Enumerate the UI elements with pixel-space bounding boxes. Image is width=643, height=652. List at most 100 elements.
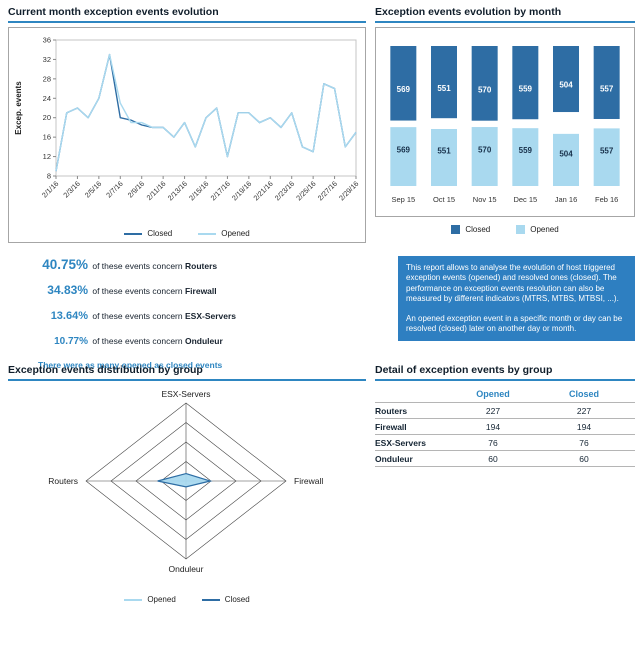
bar-chart-svg: 569 569 Sep 15 551 551 Oct 15 570 570 Nov 15 559 5… xyxy=(390,46,620,204)
legend-item-closed: Closed xyxy=(201,595,250,604)
opened-value: 227 xyxy=(485,405,501,416)
stat-group: Routers xyxy=(184,261,218,271)
category-label: Oct 15 xyxy=(433,195,455,204)
closed-bar xyxy=(471,46,498,121)
stat-percent: 40.75% xyxy=(42,257,88,272)
radar-category-label: Firewall xyxy=(294,476,323,486)
x-tick-label: 2/1/16 xyxy=(40,179,60,199)
stat-group: ESX-Servers xyxy=(184,311,237,321)
legend-item-closed: Closed xyxy=(451,225,490,234)
opened-bar xyxy=(471,127,498,186)
opened-square-swatch-icon xyxy=(516,225,526,234)
closed-bar-value: 557 xyxy=(600,84,614,93)
line-chart-box: 8 12 16 20 24 28 32 36 2/1/16 2/3/16 2/5/16 2/7/16 2… xyxy=(8,27,366,243)
y-tick-label: 36 xyxy=(43,36,51,45)
opened-bar xyxy=(431,129,457,186)
x-tick-label: 2/5/16 xyxy=(83,179,103,199)
table-header-row: Opened Closed xyxy=(375,387,635,402)
stat-text: of these events concern xyxy=(90,261,185,271)
closed-bar xyxy=(512,46,539,120)
legend-item-opened: Opened xyxy=(124,595,176,604)
radar-legend: Opened Closed xyxy=(8,595,366,604)
closed-line-swatch-icon xyxy=(124,232,143,235)
stat-percent: 10.77% xyxy=(54,336,88,347)
closed-bar-value: 551 xyxy=(437,84,451,93)
closed-bar xyxy=(553,46,579,113)
category-label: Nov 15 xyxy=(473,195,497,204)
y-tick-label: 12 xyxy=(43,152,51,161)
stat-percent: 13.64% xyxy=(50,310,88,322)
stat-text: of these events concern xyxy=(90,286,185,296)
closed-bar xyxy=(431,46,457,119)
y-tick-label: 32 xyxy=(43,55,51,64)
legend-label-opened: Opened xyxy=(147,595,176,604)
panel-distribution-by-group: Exception events distribution by group E… xyxy=(8,364,366,604)
stat-group: Onduleur xyxy=(184,336,223,346)
stat-text: of these events concern xyxy=(90,311,185,321)
opened-bar-value: 559 xyxy=(519,146,533,155)
closed-square-swatch-icon xyxy=(451,225,461,234)
x-tick-label: 2/9/16 xyxy=(126,179,146,199)
opened-bar-value: 569 xyxy=(397,146,411,155)
y-axis-label: Excep. events xyxy=(14,81,23,135)
radar-category-label: Routers xyxy=(48,476,78,486)
panel-title-radar: Exception events distribution by group xyxy=(8,364,366,381)
table-row-onduleur: Onduleur 60 60 xyxy=(375,450,635,467)
legend-label-opened: Opened xyxy=(530,225,559,234)
closed-bar-value: 570 xyxy=(478,85,492,94)
info-paragraph-1: This report allows to analyse the evolut… xyxy=(406,263,619,304)
closed-line-swatch-icon xyxy=(201,598,220,601)
x-tick-label: 2/21/16 xyxy=(251,179,274,202)
row-label: ESX-Servers xyxy=(375,437,427,448)
x-tick-label: 2/23/16 xyxy=(273,179,296,202)
legend-label-closed: Closed xyxy=(465,225,491,234)
table-row-routers: Routers 227 227 xyxy=(375,402,635,418)
radar-category-label: ESX-Servers xyxy=(161,389,210,399)
category-label: Feb 16 xyxy=(595,195,618,204)
opened-bar xyxy=(553,133,579,186)
opened-value: 60 xyxy=(488,453,498,464)
stat-onduleur: 10.77% of these events concern Onduleur xyxy=(30,331,365,349)
opened-line-swatch-icon xyxy=(124,598,143,601)
x-tick-label: 2/25/16 xyxy=(294,179,317,202)
radar-chart-svg: ESX-Servers Firewall Onduleur Routers xyxy=(48,389,323,574)
radar-series-closed xyxy=(157,472,213,488)
legend-item-opened: Opened xyxy=(516,225,559,234)
closed-bar xyxy=(390,46,417,121)
opened-bar xyxy=(390,127,417,186)
plot-border xyxy=(55,39,357,177)
opened-value: 194 xyxy=(485,421,501,432)
closed-value: 76 xyxy=(579,437,589,448)
x-tick-label: 2/3/16 xyxy=(61,179,81,199)
stats-block: 40.75% of these events concern Routers 3… xyxy=(30,256,365,370)
closed-value: 60 xyxy=(579,453,589,464)
stat-firewall: 34.83% of these events concern Firewall xyxy=(30,281,365,299)
opened-bar-value: 557 xyxy=(600,146,614,155)
opened-bar xyxy=(512,128,539,186)
y-tick-label: 20 xyxy=(43,113,51,122)
x-tick-label: 2/7/16 xyxy=(104,179,124,199)
opened-bar-value: 504 xyxy=(559,150,573,159)
stat-group: Firewall xyxy=(184,286,217,296)
y-tick-label: 24 xyxy=(43,94,51,103)
legend-label-closed: Closed xyxy=(224,595,250,604)
legend-item-closed: Closed xyxy=(124,229,172,238)
row-label: Firewall xyxy=(375,421,407,432)
category-label: Sep 15 xyxy=(391,195,415,204)
closed-bar-value: 569 xyxy=(397,85,411,94)
y-tick-label: 16 xyxy=(43,133,51,142)
line-chart-legend: Closed Opened xyxy=(9,229,365,238)
table-row-esx-servers: ESX-Servers 76 76 xyxy=(375,434,635,450)
opened-bar xyxy=(593,128,620,186)
line-series-opened xyxy=(55,53,357,172)
detail-table: Opened Closed Routers 227 227 Firewall 1… xyxy=(375,387,635,467)
bar-chart-legend: Closed Opened xyxy=(375,225,635,234)
x-tick-label: 2/15/16 xyxy=(187,179,210,202)
legend-label-opened: Opened xyxy=(221,229,250,238)
category-label: Dec 15 xyxy=(513,195,537,204)
table-row-firewall: Firewall 194 194 xyxy=(375,418,635,434)
stat-routers: 40.75% of these events concern Routers xyxy=(30,256,365,274)
x-tick-label: 2/17/16 xyxy=(209,179,232,202)
